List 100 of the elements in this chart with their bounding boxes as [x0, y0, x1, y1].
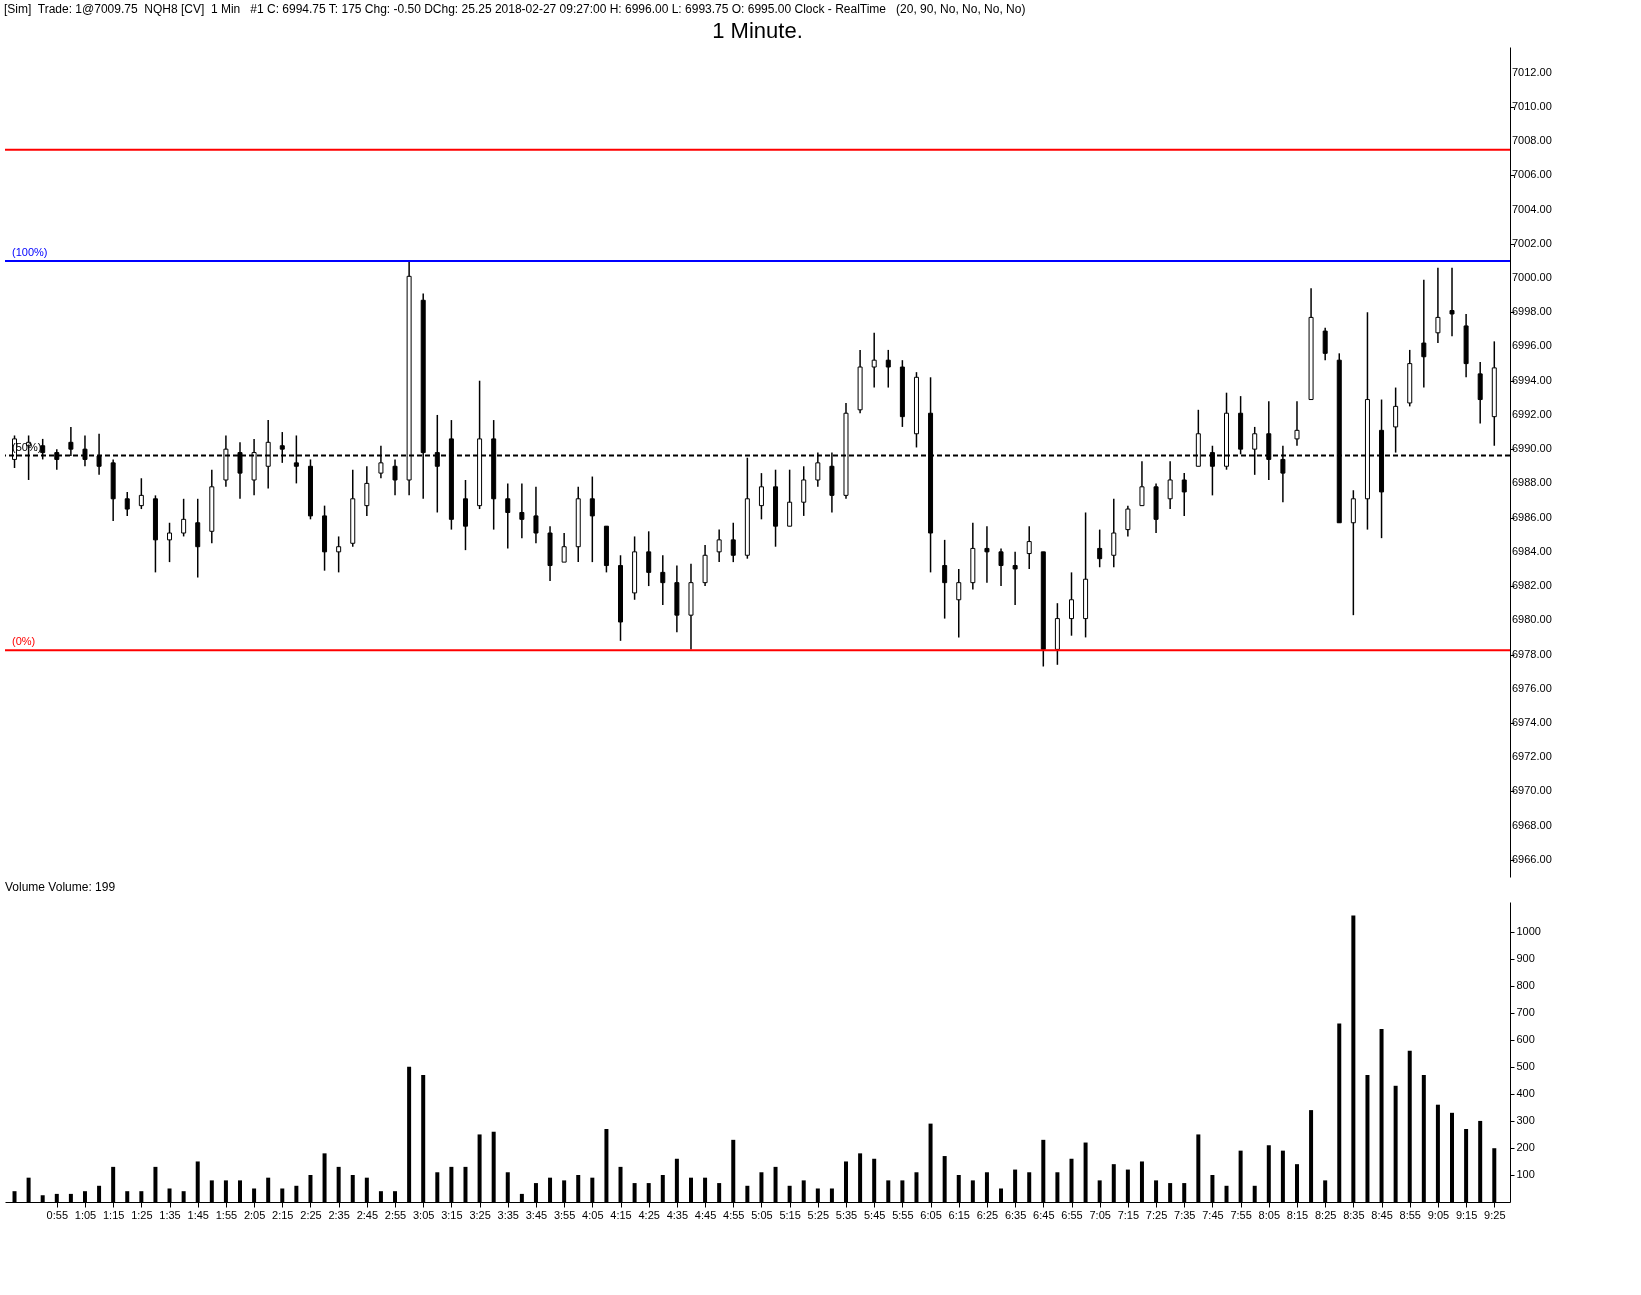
annotation: (100%): [12, 245, 48, 258]
x-tick-label: 6:45: [1033, 1208, 1055, 1221]
text: [Sim] Trade: 1@7009.75 NQH8 [CV] 1 Min #1 C: 6994.75 T: 175 Chg: -0.50 DChg: 25.25 2018-02-27 09:27:00 H: 6996.00 L: 6993.75 O: 6995.00 Clock - RealTime (20, 90, No, No, No, No): [4, 2, 1026, 16]
y-tick-label: 7006.00: [1512, 168, 1552, 181]
x-tick-label: 7:15: [1117, 1208, 1140, 1221]
y-tick-label: 6972.00: [1512, 750, 1552, 763]
y-tick-label: 600: [1516, 1033, 1535, 1046]
y-tick-label: 6978.00: [1512, 647, 1552, 660]
y-tick-label: 700: [1516, 1006, 1535, 1019]
y-tick-label: 6970.00: [1512, 784, 1552, 797]
candlestick: [956, 568, 962, 639]
x-tick-label: 5:55: [892, 1208, 914, 1221]
x-tick-label: 2:25: [300, 1208, 322, 1221]
x-tick-label: 6:15: [948, 1208, 970, 1221]
candlestick: [1393, 386, 1399, 454]
y-tick-label: 500: [1516, 1060, 1535, 1073]
candlestick: [1069, 571, 1074, 637]
x-tick-label: 6:55: [1061, 1208, 1083, 1221]
x-tick-label: 3:55: [553, 1208, 576, 1221]
annotation: (0%): [12, 635, 36, 648]
x-tick-label: 1:05: [74, 1208, 97, 1221]
x-tick-label: 3:05: [412, 1208, 435, 1221]
candlestick: [589, 475, 595, 563]
y-tick-label: 6980.00: [1512, 613, 1552, 626]
y-tick-label: 7010.00: [1512, 99, 1552, 112]
x-tick-label: 0:55: [46, 1208, 69, 1221]
y-tick-label: 200: [1516, 1141, 1535, 1154]
candlestick: [1181, 472, 1187, 517]
x-tick-label: 1:45: [187, 1208, 209, 1221]
y-tick-label: 6992.00: [1512, 407, 1552, 420]
x-tick-label: 5:35: [835, 1208, 858, 1221]
y-tick-label: 100: [1516, 1168, 1535, 1181]
candlestick: [942, 539, 948, 620]
chart-title: 1 Minute.: [712, 18, 803, 43]
x-tick-label: 3:35: [497, 1208, 519, 1221]
x-tick-label: 6:25: [976, 1208, 999, 1221]
x-tick-label: 4:45: [694, 1208, 717, 1221]
candlestick: [1139, 460, 1145, 507]
y-tick-label: 7002.00: [1512, 236, 1552, 249]
candlestick: [787, 468, 793, 527]
x-tick-label: 4:55: [723, 1208, 745, 1221]
y-tick-label: 800: [1516, 979, 1535, 992]
x-tick-label: 1:55: [215, 1208, 238, 1221]
candlestick: [1322, 326, 1328, 361]
candlestick: [716, 528, 722, 563]
candlestick: [984, 525, 990, 584]
candlestick: [801, 465, 807, 517]
x-tick-label: 4:15: [610, 1208, 632, 1221]
x-tick-label: 5:05: [751, 1208, 773, 1221]
x-tick-label: 3:25: [469, 1208, 491, 1221]
candlestick: [505, 482, 511, 550]
x-tick-label: 5:25: [807, 1208, 830, 1221]
x-tick-label: 7:35: [1174, 1208, 1196, 1221]
y-tick-label: 6998.00: [1512, 305, 1552, 318]
y-tick-label: 6994.00: [1512, 373, 1552, 386]
candlestick: [646, 530, 652, 587]
candlestick: [181, 498, 187, 538]
x-tick-label: 8:15: [1286, 1208, 1309, 1221]
x-tick-label: 8:35: [1343, 1208, 1365, 1221]
x-tick-label: 4:05: [582, 1208, 604, 1221]
candlestick: [885, 349, 891, 389]
candlestick: [519, 482, 525, 539]
y-tick-label: 900: [1516, 952, 1535, 965]
y-tick-label: 7012.00: [1512, 65, 1552, 78]
x-tick-label: 7:45: [1202, 1208, 1224, 1221]
x-tick-label: 4:35: [666, 1208, 689, 1221]
y-tick-label: 300: [1516, 1114, 1535, 1127]
x-tick-label: 9:15: [1455, 1208, 1478, 1221]
x-tick-label: 5:15: [779, 1208, 801, 1221]
candlestick: [138, 477, 144, 510]
x-tick-label: 7:55: [1230, 1208, 1252, 1221]
candlestick: [1097, 528, 1103, 568]
x-tick-label: 6:35: [1004, 1208, 1027, 1221]
x-tick-label: 3:45: [525, 1208, 548, 1221]
y-tick-label: 1000: [1516, 925, 1541, 938]
x-tick-label: 2:05: [243, 1208, 266, 1221]
y-tick-label: 6966.00: [1512, 852, 1552, 865]
x-tick-label: 7:25: [1145, 1208, 1168, 1221]
y-tick-label: 6996.00: [1512, 339, 1552, 352]
y-tick-label: 6990.00: [1512, 442, 1552, 455]
candlestick: [758, 472, 764, 521]
y-tick-label: 7000.00: [1512, 271, 1552, 284]
candlestick: [1111, 498, 1117, 568]
x-tick-label: 8:25: [1314, 1208, 1337, 1221]
y-tick-label: 6982.00: [1512, 579, 1552, 592]
candlestick: [1449, 267, 1455, 337]
x-tick-label: 6:05: [920, 1208, 942, 1221]
candlestick: [1125, 504, 1131, 538]
candlestick: [1350, 489, 1356, 616]
x-tick-label: 4:25: [638, 1208, 660, 1221]
candlestick: [167, 522, 173, 563]
x-tick-label: 3:15: [441, 1208, 463, 1221]
candlestick: [660, 554, 666, 606]
x-tick-label: 8:05: [1258, 1208, 1280, 1221]
candlestick: [364, 465, 370, 517]
x-tick-label: 8:45: [1371, 1208, 1393, 1221]
x-tick-label: 9:05: [1427, 1208, 1450, 1221]
candlestick: [998, 547, 1004, 587]
candlestick: [871, 332, 877, 389]
y-tick-label: 6968.00: [1512, 818, 1552, 831]
